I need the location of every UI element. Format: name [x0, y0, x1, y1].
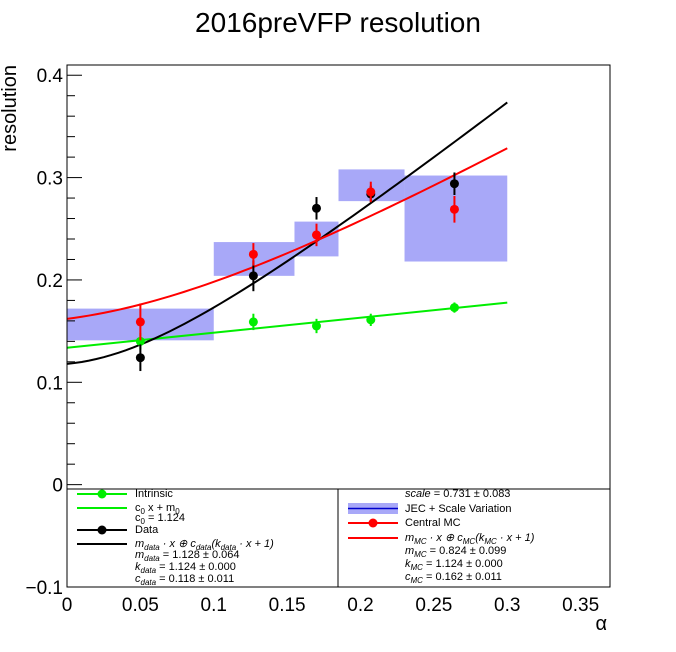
legend-m-data: mdata = 1.128 ± 0.064: [135, 549, 240, 563]
y-tick-label: 0.2: [37, 271, 63, 292]
intrinsic-point: [366, 315, 376, 325]
legend-k-data: kdata = 1.124 ± 0.000: [135, 561, 236, 575]
central-mc-point: [449, 204, 459, 214]
x-tick-label: 0.35: [562, 595, 599, 616]
legend-intrinsic-marker: [97, 489, 107, 499]
legend-m-mc: mMC = 0.824 ± 0.099: [405, 545, 506, 559]
central-mc-point: [366, 187, 376, 197]
y-tick-label: 0: [52, 476, 63, 497]
y-tick-label: 0.1: [37, 373, 63, 394]
legend-data-label: Data: [135, 524, 159, 536]
intrinsic-point: [135, 336, 145, 346]
central-mc-point: [311, 230, 321, 240]
y-axis-title: resolution: [0, 65, 21, 152]
x-tick-label: 0: [62, 595, 73, 616]
legend-c-mc: cMC = 0.162 ± 0.011: [405, 571, 502, 585]
legend-data-marker: [97, 525, 107, 535]
legend-k-mc: kMC = 1.124 ± 0.000: [405, 558, 503, 572]
data-point: [248, 271, 258, 281]
data-points: [135, 172, 459, 372]
jec-scale-variation-boxes: [67, 169, 508, 341]
data-point: [311, 203, 321, 213]
x-axis-title: α: [595, 613, 607, 635]
x-tick-label: 0.15: [269, 595, 306, 616]
intrinsic-point: [248, 317, 258, 327]
central-mc-point: [248, 249, 258, 259]
x-tick-label: 0.05: [122, 595, 159, 616]
legend-c0-value: c0 = 1.124: [135, 512, 185, 526]
x-tick-label: 0.25: [415, 595, 452, 616]
x-tick-label: 0.3: [494, 595, 520, 616]
data-point: [135, 353, 145, 363]
y-axis-ticks: −0.1 0 0.1 0.2 0.3 0.4: [25, 66, 82, 599]
y-tick-label: 0.3: [37, 169, 63, 190]
legend-scale: scale = 0.731 ± 0.083: [405, 488, 510, 500]
intrinsic-point: [311, 321, 321, 331]
x-tick-label: 0.1: [201, 595, 227, 616]
legend-central-mc-marker: [368, 518, 378, 528]
legend-central-mc-label: Central MC: [405, 517, 461, 529]
x-axis-ticks: 0 0.05 0.1 0.15 0.2 0.25 0.3 0.35: [62, 572, 611, 616]
intrinsic-point: [449, 303, 459, 313]
jec-box-5: [404, 175, 508, 262]
chart-title: 2016preVFP resolution: [195, 7, 481, 38]
y-tick-label: −0.1: [25, 578, 63, 599]
legend-c0-fit-label: c0 x + m0: [135, 502, 180, 516]
legend-mc-fit-formula: mMC · x ⊕ cMC(kMC · x + 1): [405, 532, 535, 546]
central-mc-point: [135, 317, 145, 327]
legend-intrinsic-label: Intrinsic: [135, 488, 173, 500]
legend: Intrinsic c0 x + m0 c0 = 1.124 Data mdat…: [66, 488, 611, 588]
legend-jec-label: JEC + Scale Variation: [405, 503, 512, 515]
y-tick-label: 0.4: [37, 66, 64, 87]
data-point: [449, 179, 459, 189]
legend-c-data: cdata = 0.118 ± 0.011: [135, 573, 234, 587]
legend-data-fit-formula: mdata · x ⊕ cdata(kdata · x + 1): [135, 538, 274, 552]
x-tick-label: 0.2: [347, 595, 373, 616]
